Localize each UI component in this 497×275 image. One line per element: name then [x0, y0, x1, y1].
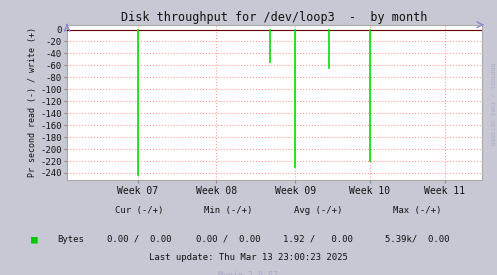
Text: 1.92 /   0.00: 1.92 / 0.00	[283, 235, 353, 244]
Text: Bytes: Bytes	[57, 235, 84, 244]
Text: Min (-/+): Min (-/+)	[204, 206, 253, 215]
Text: 0.00 /  0.00: 0.00 / 0.00	[107, 235, 171, 244]
Text: 5.39k/  0.00: 5.39k/ 0.00	[385, 235, 450, 244]
Text: RRDTOOL / TOBI OETIKER: RRDTOOL / TOBI OETIKER	[490, 63, 495, 146]
Text: 0.00 /  0.00: 0.00 / 0.00	[196, 235, 261, 244]
Text: Last update: Thu Mar 13 23:00:23 2025: Last update: Thu Mar 13 23:00:23 2025	[149, 253, 348, 262]
Text: Avg (-/+): Avg (-/+)	[294, 206, 342, 215]
Y-axis label: Pr second read (-) / write (+): Pr second read (-) / write (+)	[28, 28, 37, 177]
Text: ■: ■	[31, 234, 38, 244]
Text: Cur (-/+): Cur (-/+)	[115, 206, 164, 215]
Text: Max (-/+): Max (-/+)	[393, 206, 442, 215]
Text: Munin 2.0.57: Munin 2.0.57	[219, 271, 278, 275]
Title: Disk throughput for /dev/loop3  -  by month: Disk throughput for /dev/loop3 - by mont…	[121, 10, 428, 24]
